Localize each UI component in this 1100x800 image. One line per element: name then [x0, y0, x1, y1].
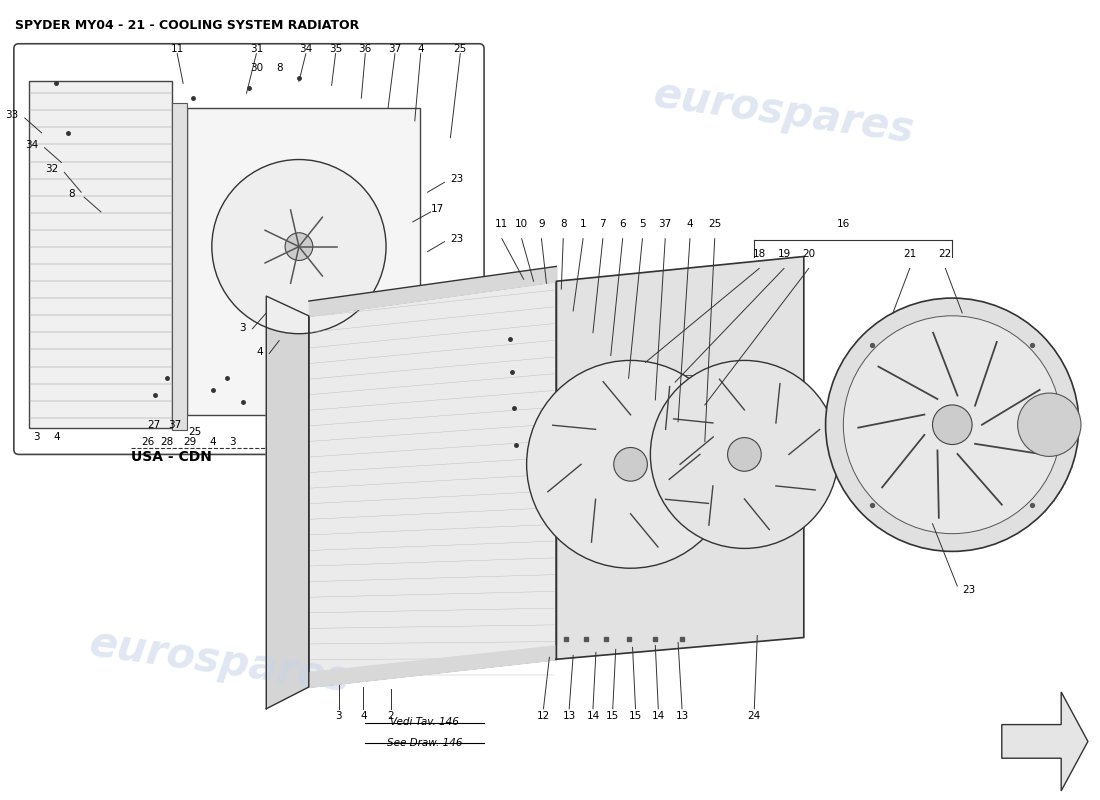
Text: 23: 23 [451, 174, 464, 184]
Text: 26: 26 [141, 437, 154, 446]
FancyBboxPatch shape [29, 82, 173, 428]
Text: 30: 30 [250, 63, 263, 74]
Text: 11: 11 [495, 219, 508, 229]
Text: 23: 23 [451, 234, 464, 244]
FancyBboxPatch shape [660, 418, 695, 439]
FancyBboxPatch shape [187, 108, 420, 415]
Text: 21: 21 [903, 249, 916, 258]
Text: 8: 8 [560, 219, 566, 229]
Polygon shape [266, 296, 309, 709]
Text: Vedi Tav. 146: Vedi Tav. 146 [390, 717, 459, 726]
Text: 11: 11 [170, 44, 184, 54]
Text: 3: 3 [239, 322, 245, 333]
Text: 5: 5 [639, 219, 646, 229]
Text: 4: 4 [209, 437, 216, 446]
Circle shape [212, 159, 386, 334]
Text: 2: 2 [387, 710, 394, 721]
Text: eurospares: eurospares [86, 622, 352, 701]
Text: 12: 12 [537, 710, 550, 721]
Text: 25: 25 [188, 426, 201, 437]
FancyBboxPatch shape [660, 497, 695, 518]
Text: 14: 14 [651, 710, 664, 721]
Circle shape [933, 405, 972, 445]
Text: 9: 9 [538, 219, 544, 229]
Circle shape [527, 361, 735, 568]
Text: 4: 4 [360, 710, 366, 721]
Text: 6: 6 [619, 219, 626, 229]
Text: 34: 34 [299, 44, 312, 54]
Text: 13: 13 [562, 710, 575, 721]
Text: 4: 4 [256, 347, 263, 358]
FancyBboxPatch shape [14, 44, 484, 454]
Circle shape [1018, 393, 1081, 457]
FancyBboxPatch shape [173, 103, 187, 430]
Text: 15: 15 [629, 710, 642, 721]
Text: 13: 13 [675, 710, 689, 721]
Text: 19: 19 [778, 249, 791, 258]
Text: 36: 36 [359, 44, 372, 54]
Text: 32: 32 [45, 164, 58, 174]
Text: 7: 7 [600, 219, 606, 229]
Circle shape [727, 438, 761, 471]
Text: 3: 3 [229, 437, 235, 446]
Text: See Draw. 146: See Draw. 146 [387, 738, 462, 748]
FancyBboxPatch shape [660, 375, 695, 400]
Circle shape [844, 316, 1062, 534]
Circle shape [826, 298, 1079, 551]
Text: 3: 3 [33, 431, 40, 442]
Text: USA - CDN: USA - CDN [131, 450, 211, 464]
Text: 4: 4 [53, 431, 59, 442]
Text: 35: 35 [329, 44, 342, 54]
Text: 31: 31 [250, 44, 263, 54]
Text: eurospares: eurospares [650, 74, 916, 152]
Text: 34: 34 [25, 140, 39, 150]
Text: 4: 4 [417, 44, 424, 54]
Text: 3: 3 [336, 710, 342, 721]
Text: 29: 29 [184, 437, 197, 446]
Text: 4: 4 [686, 219, 693, 229]
Text: 24: 24 [748, 710, 761, 721]
Text: 23: 23 [962, 585, 976, 595]
Text: 8: 8 [68, 189, 75, 199]
Circle shape [285, 233, 312, 261]
FancyBboxPatch shape [660, 458, 695, 479]
Text: SPYDER MY04 - 21 - COOLING SYSTEM RADIATOR: SPYDER MY04 - 21 - COOLING SYSTEM RADIAT… [14, 19, 359, 32]
Polygon shape [1002, 692, 1088, 791]
Polygon shape [309, 282, 557, 687]
Text: 10: 10 [515, 219, 528, 229]
Text: 25: 25 [453, 44, 466, 54]
Circle shape [614, 447, 648, 481]
Text: 18: 18 [752, 249, 766, 258]
Text: 14: 14 [586, 710, 600, 721]
Polygon shape [557, 257, 804, 659]
Text: 28: 28 [161, 437, 174, 446]
Text: 20: 20 [802, 249, 815, 258]
Text: 15: 15 [606, 710, 619, 721]
Circle shape [650, 361, 838, 549]
Text: 8: 8 [276, 63, 283, 74]
Text: 25: 25 [708, 219, 722, 229]
Text: 37: 37 [168, 420, 182, 430]
Text: 1: 1 [580, 219, 586, 229]
Text: 33: 33 [6, 110, 19, 120]
Text: 37: 37 [388, 44, 401, 54]
Text: 17: 17 [431, 204, 444, 214]
Text: 37: 37 [659, 219, 672, 229]
Text: 27: 27 [146, 420, 161, 430]
Text: 16: 16 [837, 219, 850, 229]
Text: 22: 22 [938, 249, 952, 258]
